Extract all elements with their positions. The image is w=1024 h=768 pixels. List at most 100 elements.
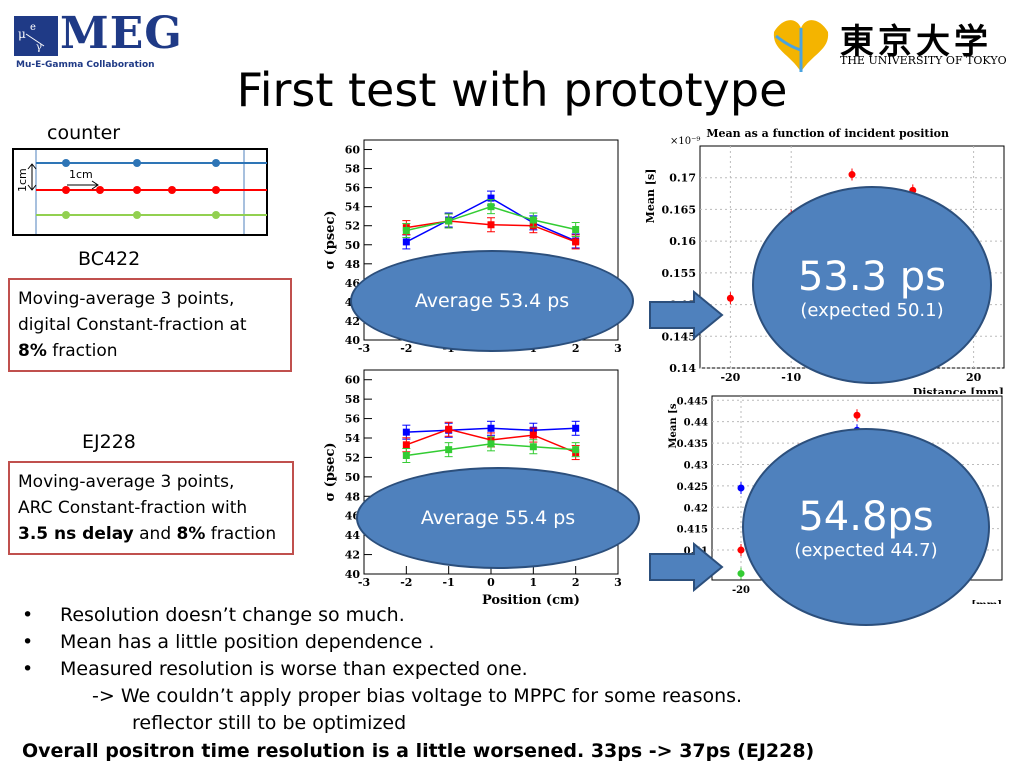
y-tick-label: 0.445 (677, 396, 708, 407)
bullet-list: • Resolution doesn’t change so much. • Mea… (22, 602, 1022, 737)
conclusion-text: Overall positron time resolution is a li… (22, 740, 815, 762)
avg-ej228-text: Average 55.4 ps (420, 507, 576, 529)
ej228-and-text: and (133, 524, 177, 544)
y-axis-label: Mean [s] (644, 169, 657, 224)
data-point (402, 451, 410, 459)
y-tick-label: 0.16 (669, 235, 696, 248)
bullet-item: • Measured resolution is worse than expec… (22, 658, 528, 680)
result-bc422-expected: (expected 50.1) (800, 300, 944, 321)
y-tick-label: 54 (345, 432, 361, 445)
bc422-label: BC422 (78, 248, 141, 270)
data-point (737, 570, 745, 578)
y-tick-label: 0.43 (684, 460, 708, 471)
svg-text:e: e (30, 22, 36, 33)
bullet-item: • Mean has a little position dependence . (22, 631, 435, 653)
data-point (848, 171, 856, 179)
x-tick-label: -1 (443, 576, 455, 589)
right-arrow-icon (649, 542, 724, 592)
sub-line: -> We couldn’t apply proper bias voltage… (92, 685, 743, 707)
counter-diagram: 1cm 1cm (12, 148, 268, 236)
ginkgo-leaf-icon (773, 20, 829, 72)
y-tick-label: 40 (345, 568, 361, 581)
avg-ej228-ellipse: Average 55.4 ps (356, 467, 640, 569)
dim-vertical-label: 1cm (16, 168, 29, 192)
x-tick-label: 2 (572, 342, 580, 355)
ej228-label: EJ228 (82, 431, 136, 453)
chart-title: Mean as a function of incident position (706, 127, 949, 140)
y-tick-label: 58 (345, 393, 361, 406)
tokyo-kanji: 東京大学 (840, 22, 992, 62)
data-point (487, 221, 495, 229)
ej228-delay-bold: 3.5 ns delay (18, 524, 134, 544)
x-tick-label: -20 (732, 585, 750, 596)
avg-bc422-ellipse: Average 53.4 ps (350, 250, 634, 352)
y-axis-label: Mean [s (668, 403, 679, 448)
bc422-fraction-text: fraction (46, 341, 118, 361)
ej228-desc-line2: ARC Constant-fraction with (18, 498, 248, 518)
x-tick-label: 3 (614, 576, 622, 589)
svg-text:μ: μ (18, 27, 26, 41)
data-point (737, 546, 745, 554)
data-point (445, 446, 453, 454)
avg-bc422-text: Average 53.4 ps (414, 290, 570, 312)
data-point (402, 428, 410, 436)
y-exponent: ×10⁻⁹ (670, 136, 700, 147)
ej228-desc-line3: 3.5 ns delay and 8% fraction (18, 521, 284, 547)
x-axis-label: Distance [mm] (913, 386, 1004, 394)
data-point (572, 424, 580, 432)
x-axis-label: [mm] (971, 600, 1002, 604)
result-ej228-value: 54.8ps (798, 494, 934, 540)
y-tick-label: 60 (345, 374, 361, 387)
y-tick-label: 42 (345, 315, 360, 328)
x-tick-label: -3 (358, 576, 370, 589)
y-tick-label: 50 (345, 471, 361, 484)
data-point (529, 431, 537, 439)
meg-logo: μ e γ MEG Mu-E-Gamma Collaboration (14, 8, 194, 76)
y-tick-label: 0.155 (662, 267, 696, 280)
bullet-text: Measured resolution is worse than expect… (60, 658, 528, 680)
bc422-desc-line3: 8% fraction (18, 338, 282, 364)
result-ej228-ellipse: 54.8ps (expected 44.7) (742, 428, 990, 626)
y-tick-label: 0.435 (677, 439, 708, 450)
y-axis-label: σ (psec) (323, 442, 338, 501)
x-tick-label: 0 (487, 576, 495, 589)
bullet-text: Mean has a little position dependence . (60, 631, 435, 653)
x-axis-label: Position (cm) (482, 593, 580, 608)
tokyo-english: THE UNIVERSITY OF TOKYO (840, 54, 1007, 67)
result-bc422-ellipse: 53.3 ps (expected 50.1) (752, 186, 992, 384)
tokyo-logo: 東京大学 THE UNIVERSITY OF TOKYO (770, 14, 1010, 74)
x-tick-label: 3 (614, 342, 622, 355)
meg-emblem-icon: μ e γ (14, 16, 58, 56)
x-tick-label: -10 (781, 371, 801, 384)
dim-horizontal-label: 1cm (69, 168, 93, 181)
data-point (572, 226, 580, 234)
svg-text:γ: γ (36, 42, 42, 53)
y-tick-label: 40 (345, 334, 361, 347)
y-tick-label: 0.415 (677, 525, 708, 536)
bullet-item: • Resolution doesn’t change so much. (22, 604, 405, 626)
y-tick-label: 56 (345, 182, 361, 195)
x-tick-label: 1 (530, 576, 538, 589)
data-point (487, 203, 495, 211)
data-point (572, 238, 580, 246)
sub-line: reflector still to be optimized (132, 712, 407, 734)
y-tick-label: 58 (345, 163, 361, 176)
y-tick-label: 50 (345, 239, 361, 252)
bc422-desc-line1: Moving-average 3 points, (18, 289, 235, 309)
bc422-description: Moving-average 3 points, digital Constan… (8, 278, 292, 372)
bullet-text: Resolution doesn’t change so much. (60, 604, 405, 626)
data-point (572, 446, 580, 454)
ej228-fraction-bold: 8% (176, 524, 206, 544)
ej228-desc-line1: Moving-average 3 points, (18, 472, 235, 492)
y-axis-label: σ (psec) (323, 210, 338, 269)
result-ej228-expected: (expected 44.7) (794, 540, 938, 561)
y-tick-label: 60 (345, 144, 361, 157)
data-point (487, 424, 495, 432)
meg-subtitle: Mu-E-Gamma Collaboration (16, 60, 155, 70)
ej228-description: Moving-average 3 points, ARC Constant-fr… (8, 461, 294, 555)
ej228-fraction-text: fraction (205, 524, 277, 544)
y-tick-label: 42 (345, 549, 360, 562)
right-arrow-icon (649, 290, 724, 340)
x-tick-label: -20 (720, 371, 740, 384)
y-tick-label: 48 (345, 258, 361, 271)
